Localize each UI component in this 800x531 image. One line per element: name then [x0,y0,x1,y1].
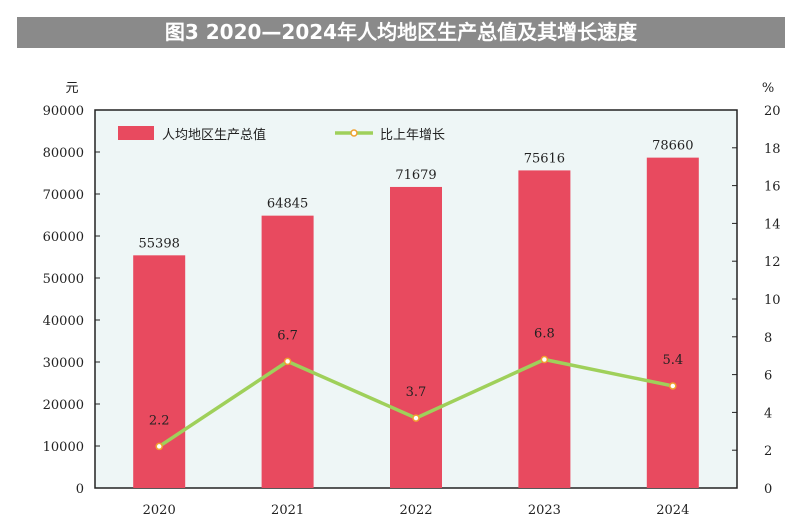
x-tick-label: 2023 [528,503,561,518]
left-tick-label: 10000 [43,440,84,455]
right-tick-label: 14 [764,217,781,232]
x-tick-label: 2020 [143,503,176,518]
growth-point-2020 [155,442,163,451]
legend-bar-label: 人均地区生产总值 [162,127,266,143]
legend-line-label: 比上年增长 [380,128,445,143]
left-axis-unit: 元 [65,81,78,96]
chart-title: 图3 2020—2024年人均地区生产总值及其增长速度 [17,17,785,48]
x-tick-label: 2022 [399,503,432,518]
bar-2021 [261,215,314,488]
right-tick-label: 16 [764,180,781,195]
bar-value-label: 64845 [267,197,308,212]
left-tick-label: 0 [76,482,84,497]
bar-value-label: 78660 [652,139,693,154]
left-tick-label: 70000 [43,188,84,203]
left-tick-label: 80000 [43,146,84,161]
growth-value-label: 5.4 [662,353,683,368]
left-tick-label: 50000 [43,272,84,287]
right-tick-label: 2 [764,444,772,459]
x-tick-label: 2024 [656,503,689,518]
bar-2022 [390,186,442,489]
growth-point-2024 [669,382,677,390]
right-tick-label: 8 [764,331,772,346]
bar-value-label: 71679 [395,168,436,183]
left-tick-label: 20000 [43,398,84,413]
growth-value-label: 3.7 [406,385,427,400]
left-tick-label: 60000 [43,230,84,245]
growth-value-label: 2.2 [149,413,170,428]
growth-point-2022 [412,414,420,422]
right-tick-label: 20 [764,104,781,119]
bar-2024 [646,157,699,489]
bar-value-label: 75616 [524,151,565,166]
legend-bar-swatch [118,126,154,140]
growth-value-label: 6.8 [534,326,555,341]
right-tick-label: 10 [764,293,781,308]
left-tick-label: 90000 [43,104,84,119]
right-tick-label: 0 [764,482,772,497]
growth-point-2021 [283,357,292,366]
legend-line-marker [350,129,358,137]
growth-point-2023 [540,355,549,364]
bar-2023 [518,170,571,489]
bar-2020 [133,255,186,488]
left-tick-label: 40000 [43,314,84,329]
right-tick-label: 6 [764,369,772,384]
bar-value-label: 55398 [139,236,180,251]
growth-value-label: 6.7 [277,328,298,343]
right-tick-label: 4 [764,406,772,421]
left-tick-label: 30000 [43,356,84,371]
x-tick-label: 2021 [271,503,304,518]
right-tick-label: 12 [764,255,781,270]
right-axis-unit: % [762,81,774,96]
right-tick-label: 18 [764,142,781,157]
